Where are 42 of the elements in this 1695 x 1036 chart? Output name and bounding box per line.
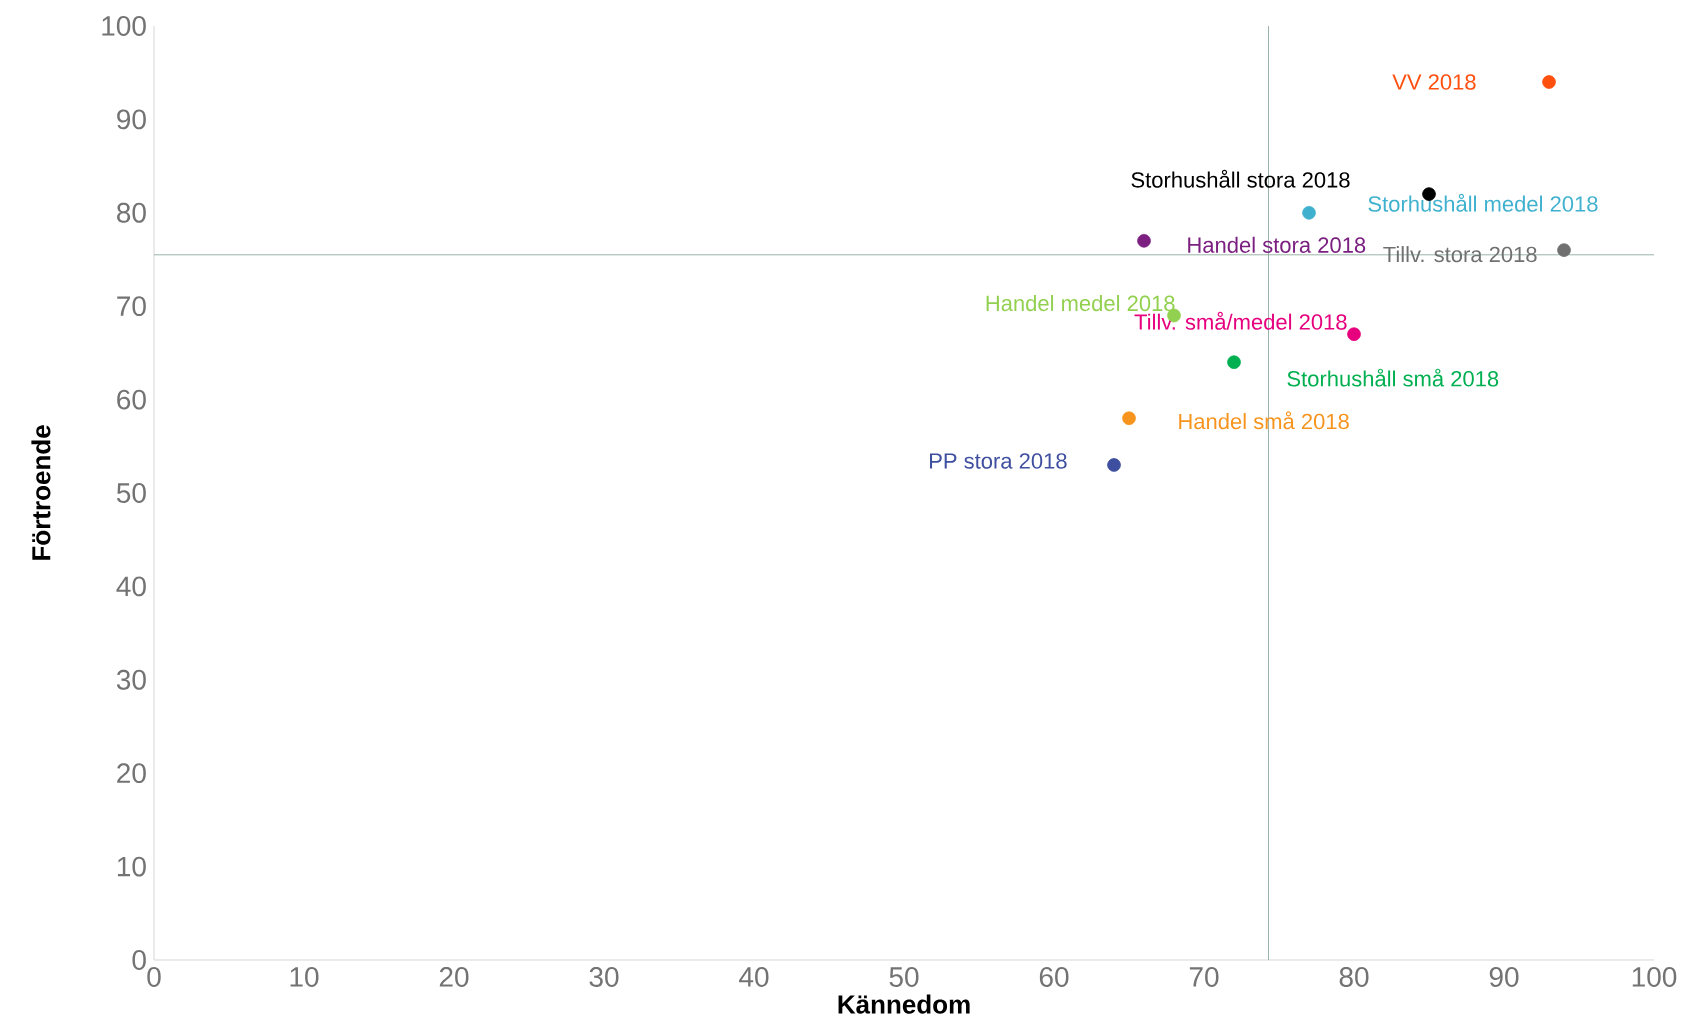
x-tick-label: 70 [1189, 967, 1219, 987]
y-tick-label: 50 [116, 483, 146, 503]
y-tick-label: 100 [102, 16, 146, 36]
y-tick-label: 90 [117, 109, 146, 130]
x-tick-label: 80 [1339, 967, 1369, 987]
series-label: PP stora 2018 [930, 453, 1067, 469]
series-label: Tillv. stora 2018 [1383, 246, 1537, 263]
x-tick-label: 0 [147, 967, 161, 987]
y-tick-label: 70 [117, 296, 146, 317]
y-tick-label: 0 [132, 950, 146, 970]
x-tick-label: 90 [1489, 967, 1519, 987]
series-label: Handel små 2018 [1179, 411, 1349, 430]
point [1347, 327, 1361, 341]
x-tick-label: 100 [1632, 967, 1677, 987]
y-tick-label: 20 [117, 763, 146, 784]
point [1557, 243, 1571, 257]
x-tick-label: 50 [889, 967, 919, 987]
x-tick-label: 20 [439, 967, 469, 987]
point [1107, 458, 1121, 472]
point [1542, 75, 1556, 89]
y-tick-label: 60 [117, 389, 146, 410]
text: Storhushåll små 2018 [1287, 368, 1499, 387]
series-label: Handel stora 2018 [1188, 236, 1366, 253]
y-tick-label: 10 [117, 856, 146, 877]
text: Storhushåll stora 2018 [1131, 169, 1350, 188]
x-tick-label: 10 [290, 967, 319, 987]
y-axis-title: Förtroende [31, 425, 51, 560]
text: VV 2018 [1392, 74, 1476, 90]
x-tick-label: 30 [589, 967, 619, 987]
point [1227, 355, 1241, 370]
text: Storhushåll medel 2018 [1368, 193, 1598, 212]
x-tick-label: 40 [739, 967, 769, 987]
y-tick-label: 30 [116, 669, 146, 690]
series-label: Handel medel 2018 [986, 294, 1175, 312]
series-label: Tillv. små/medel 2018 [1134, 311, 1347, 330]
y-tick-label: 40 [116, 576, 146, 597]
point [1122, 411, 1136, 426]
x-axis-title: Kännedom [838, 994, 970, 1014]
point [1137, 234, 1151, 248]
y-tick-label: 80 [117, 202, 146, 223]
point [1302, 205, 1316, 220]
x-tick-label: 60 [1039, 967, 1069, 987]
